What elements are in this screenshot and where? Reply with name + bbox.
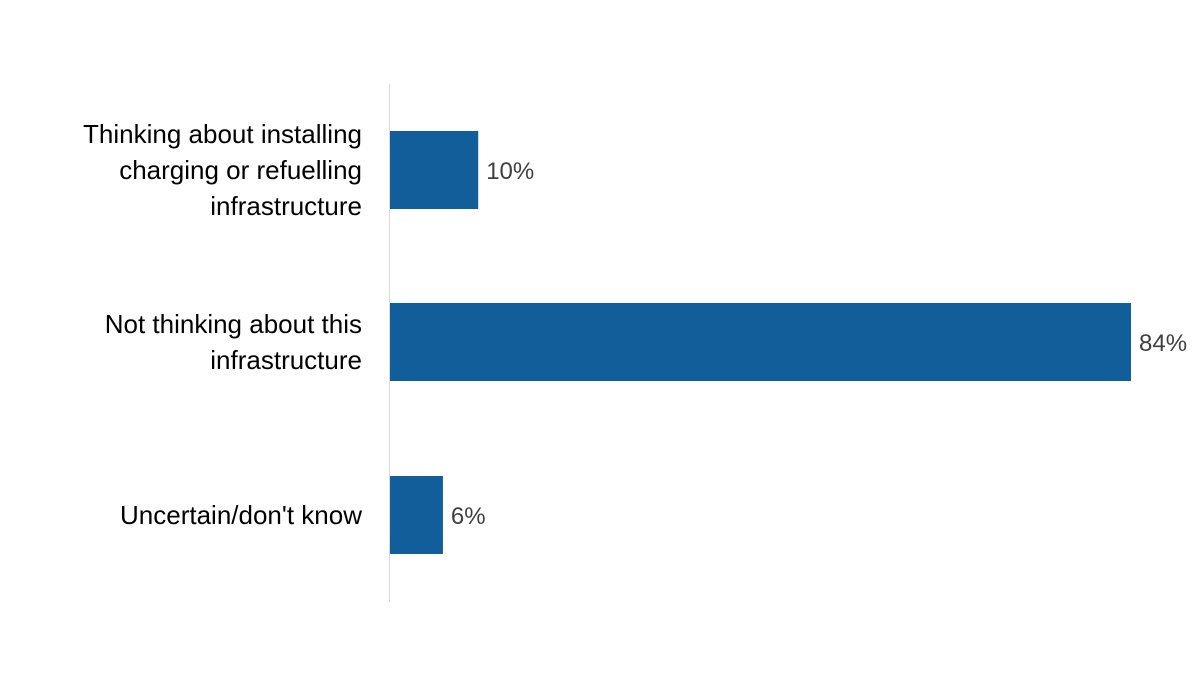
category-label-line: charging or refuelling [119,155,362,185]
category-label-line: Thinking about installing [83,119,362,149]
bars-group [390,131,1131,554]
category-label-line: infrastructure [210,191,362,221]
bar-1 [390,131,479,209]
category-labels-group: Thinking about installing charging or ref… [83,119,362,530]
category-label-line: Uncertain/don't know [120,500,362,530]
category-label-3: Uncertain/don't know [120,500,362,530]
bar-3 [390,476,443,554]
data-label-1: 10% [486,158,534,185]
data-label-3: 6% [451,503,486,530]
category-label-line: infrastructure [210,345,362,375]
category-label-2: Not thinking about this infrastructure [105,309,362,375]
data-labels-group: 10% 84% 6% [451,158,1187,530]
bar-2 [390,303,1131,381]
data-label-2: 84% [1139,330,1187,357]
category-label-line: Not thinking about this [105,309,362,339]
category-label-1: Thinking about installing charging or ref… [83,119,362,221]
